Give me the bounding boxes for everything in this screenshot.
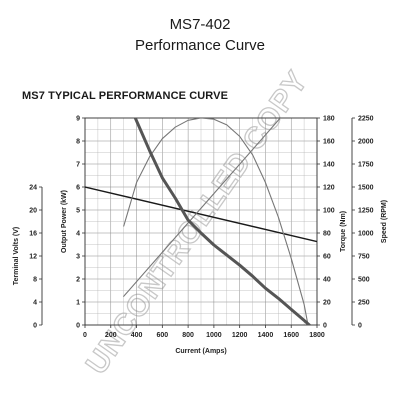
- x-tick-label: 1200: [232, 332, 248, 339]
- x-tick-label: 1000: [206, 332, 222, 339]
- power-axis-label: Output Power (kW): [61, 190, 68, 253]
- power-tick-label: 0: [76, 323, 80, 330]
- speed-tick-label: 750: [358, 254, 370, 261]
- torque-tick-label: 140: [323, 162, 335, 169]
- x-tick-label: 400: [131, 332, 143, 339]
- torque-axis-label: Torque (Nm): [340, 211, 347, 252]
- series-terminal-volts-line: [85, 186, 317, 243]
- power-tick-label: 8: [76, 139, 80, 146]
- speed-tick-label: 250: [358, 300, 370, 307]
- x-tick-label: 600: [156, 332, 168, 339]
- torque-tick-label: 180: [323, 116, 335, 123]
- series-torque-line: [123, 118, 282, 297]
- torque-tick-label: 80: [323, 231, 331, 238]
- volts-tick-label: 20: [29, 208, 37, 215]
- x-tick-label: 1800: [309, 332, 325, 339]
- series-speed-line: [133, 118, 311, 325]
- x-tick-label: 200: [105, 332, 117, 339]
- volts-tick-label: 24: [29, 185, 37, 192]
- torque-tick-label: 120: [323, 185, 335, 192]
- speed-tick-label: 2000: [358, 139, 374, 146]
- torque-tick-label: 40: [323, 277, 331, 284]
- torque-tick-label: 0: [323, 323, 327, 330]
- power-tick-label: 6: [76, 185, 80, 192]
- power-tick-label: 7: [76, 162, 80, 169]
- speed-tick-label: 1500: [358, 185, 374, 192]
- volts-tick-label: 8: [33, 277, 37, 284]
- power-tick-label: 4: [76, 231, 80, 238]
- x-tick-label: 800: [182, 332, 194, 339]
- x-axis-label: Current (Amps): [175, 348, 226, 355]
- speed-tick-label: 2250: [358, 116, 374, 123]
- volts-tick-label: 4: [33, 300, 37, 307]
- document-subtitle: Performance Curve: [134, 37, 266, 54]
- speed-axis-label: Speed (RPM): [381, 200, 388, 243]
- volts-tick-label: 16: [29, 231, 37, 238]
- torque-tick-label: 60: [323, 254, 331, 261]
- chart-title: MS7 TYPICAL PERFORMANCE CURVE: [22, 90, 229, 102]
- x-tick-label: 0: [83, 332, 87, 339]
- speed-tick-label: 1000: [358, 231, 374, 238]
- power-tick-label: 3: [76, 254, 80, 261]
- volts-axis-label: Terminal Volts (V): [13, 227, 20, 285]
- volts-tick-label: 0: [33, 323, 37, 330]
- speed-tick-label: 1250: [358, 208, 374, 215]
- x-tick-label: 1400: [258, 332, 274, 339]
- series-output-power-line: [123, 118, 309, 325]
- torque-tick-label: 100: [323, 208, 335, 215]
- speed-tick-label: 1750: [358, 162, 374, 169]
- power-tick-label: 5: [76, 208, 80, 215]
- speed-tick-label: 0: [358, 323, 362, 330]
- document-title: MS7-402: [169, 16, 231, 33]
- power-tick-label: 9: [76, 116, 80, 123]
- torque-tick-label: 20: [323, 300, 331, 307]
- x-tick-label: 1600: [283, 332, 299, 339]
- speed-tick-label: 500: [358, 277, 370, 284]
- power-tick-label: 1: [76, 300, 80, 307]
- volts-tick-label: 12: [29, 254, 37, 261]
- torque-tick-label: 160: [323, 139, 335, 146]
- power-tick-label: 2: [76, 277, 80, 284]
